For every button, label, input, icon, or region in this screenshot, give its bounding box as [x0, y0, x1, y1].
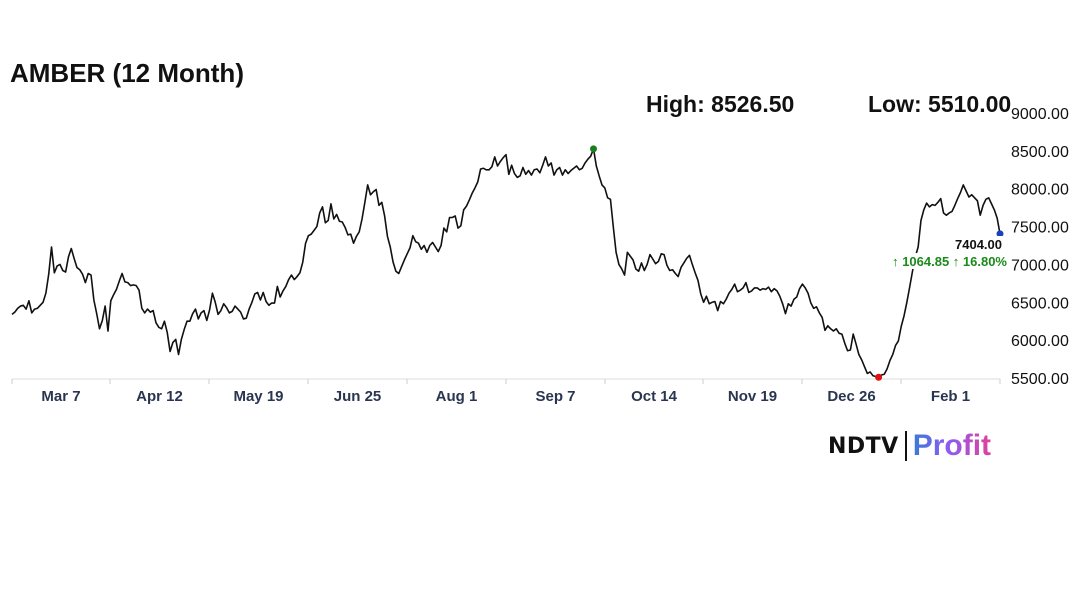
x-tick-label: Mar 7 — [41, 388, 80, 405]
x-tick-label: Dec 26 — [827, 388, 875, 405]
ndtv-profit-logo: NDTV Profit — [828, 428, 991, 464]
y-tick-label: 7500.00 — [1011, 220, 1069, 237]
x-tick-label: Feb 1 — [931, 388, 970, 405]
change-label-bg — [906, 253, 1008, 269]
x-tick-label: Oct 14 — [631, 388, 678, 405]
y-tick-label: 5500.00 — [1011, 371, 1069, 388]
price-change-label: ↑ 1064.85 ↑ 16.80% — [892, 254, 1007, 269]
logo-divider — [904, 431, 907, 461]
high-point-marker — [590, 145, 598, 153]
logo-brand-text: NDTV — [828, 433, 899, 459]
low-value-text: Low: 5510.00 — [868, 91, 1012, 117]
low-point-marker — [875, 373, 883, 381]
y-tick-label: 9000.00 — [1011, 106, 1069, 123]
x-tick-label: May 19 — [233, 388, 283, 405]
x-tick-label: Aug 1 — [436, 388, 478, 405]
high-value-label: High: 8526.50 — [646, 91, 794, 118]
low-value-label: Low: 5510.00 — [868, 91, 1011, 118]
high-value-text: High: 8526.50 — [646, 91, 795, 117]
x-tick-label: Jun 25 — [334, 388, 382, 405]
y-tick-label: 6500.00 — [1011, 295, 1069, 312]
y-tick-label: 6000.00 — [1011, 333, 1069, 350]
last-price-label-bg — [946, 236, 1004, 252]
chart-title: AMBER (12 Month) — [10, 58, 244, 88]
x-tick-label: Nov 19 — [728, 388, 777, 405]
last-price-label: 7404.00 — [955, 237, 1002, 252]
x-tick-label: Apr 12 — [136, 388, 183, 405]
price-series-line — [11, 148, 1001, 379]
y-tick-label: 8500.00 — [1011, 144, 1069, 161]
x-tick-label: Sep 7 — [535, 388, 575, 405]
y-tick-label: 7000.00 — [1011, 257, 1069, 274]
logo-product-text: Profit — [912, 429, 992, 462]
y-tick-label: 8000.00 — [1011, 182, 1069, 199]
last-price-marker — [996, 230, 1004, 238]
